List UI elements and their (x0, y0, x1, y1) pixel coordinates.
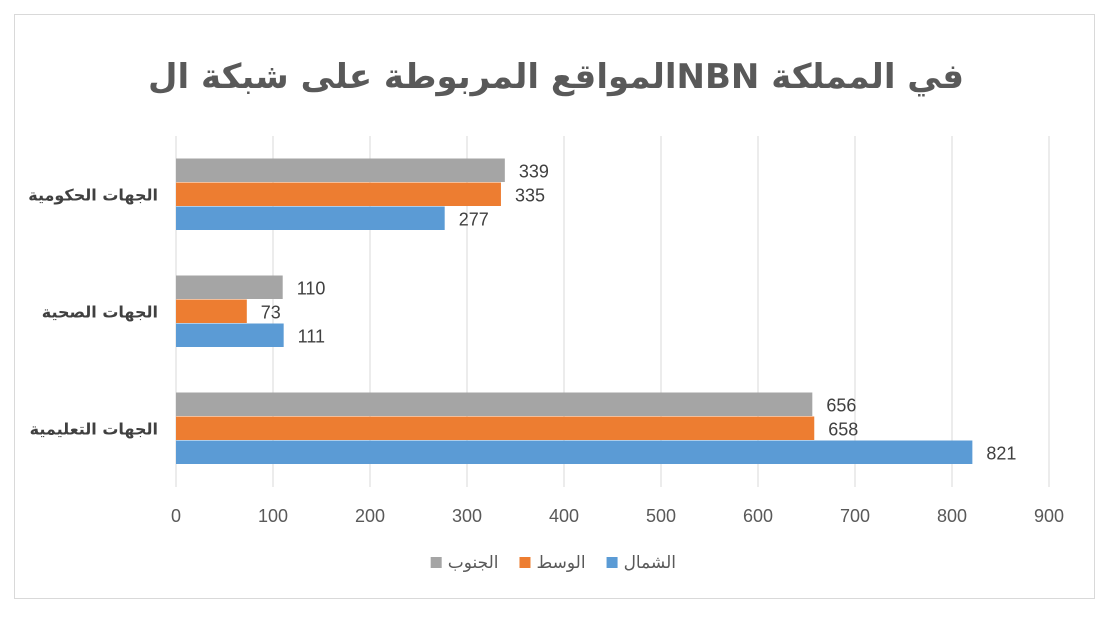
data-label: 339 (519, 162, 549, 182)
data-label: 658 (828, 420, 858, 440)
x-tick-label: 400 (549, 506, 579, 526)
legend-swatch (430, 557, 442, 568)
x-tick-label: 500 (646, 506, 676, 526)
data-label: 821 (986, 444, 1016, 464)
x-tick-label: 300 (452, 506, 482, 526)
bar-0-1 (176, 323, 284, 347)
bar-1-0 (176, 416, 815, 440)
category-label: الجهات الحكومية (28, 186, 158, 205)
legend-swatch (519, 557, 531, 568)
data-label: 277 (459, 210, 489, 230)
x-tick-label: 600 (743, 506, 773, 526)
x-tick-label: 0 (171, 506, 181, 526)
bar-2-0 (176, 392, 813, 416)
data-label: 656 (826, 396, 856, 416)
category-label: الجهات الصحية (42, 303, 158, 322)
legend-label: الجنوب (448, 553, 499, 573)
x-tick-label: 800 (937, 506, 967, 526)
bar-1-2 (176, 182, 501, 206)
chart-title: المواقع المربوطة على شبكة الNBN في الممل… (148, 57, 964, 97)
data-label: 335 (515, 186, 545, 206)
data-label: 110 (297, 279, 326, 299)
bar-1-1 (176, 299, 247, 323)
bar-2-2 (176, 158, 505, 182)
legend-swatch (606, 557, 618, 568)
bar-0-0 (176, 440, 973, 464)
x-tick-label: 100 (258, 506, 288, 526)
data-label: 111 (298, 327, 325, 347)
x-tick-label: 900 (1034, 506, 1064, 526)
bar-2-1 (176, 275, 283, 299)
x-tick-label: 200 (355, 506, 385, 526)
bar-0-2 (176, 206, 445, 230)
category-label: الجهات التعليمية (30, 420, 158, 439)
chart-frame (14, 14, 1095, 599)
x-tick-label: 700 (840, 506, 870, 526)
data-label: 73 (261, 303, 281, 323)
legend-label: الوسط (536, 553, 585, 573)
legend-label: الشمال (624, 553, 676, 573)
